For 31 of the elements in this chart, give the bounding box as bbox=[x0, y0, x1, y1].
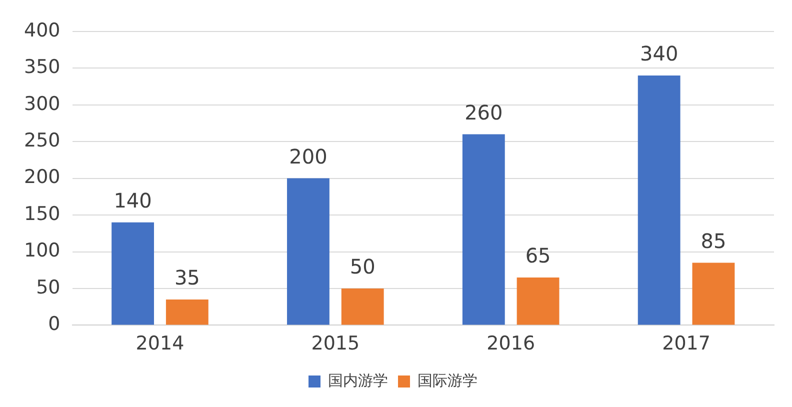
bar bbox=[462, 134, 505, 325]
y-tick-label: 100 bbox=[24, 240, 60, 262]
y-tick-label: 150 bbox=[24, 202, 60, 225]
data-label: 200 bbox=[289, 144, 328, 169]
y-tick-label: 200 bbox=[24, 166, 60, 188]
y-tick-label: 0 bbox=[48, 313, 60, 336]
data-label: 35 bbox=[174, 266, 200, 290]
bar bbox=[287, 178, 330, 325]
bar bbox=[638, 75, 680, 325]
x-tick-label: 2017 bbox=[662, 332, 710, 355]
y-tick-label: 50 bbox=[36, 276, 60, 298]
data-label: 85 bbox=[700, 228, 726, 253]
data-label: 260 bbox=[464, 100, 503, 124]
bar bbox=[166, 299, 208, 325]
x-tick-label: 2014 bbox=[136, 332, 184, 355]
y-tick-label: 350 bbox=[24, 56, 60, 78]
data-label: 140 bbox=[114, 188, 152, 213]
bar bbox=[516, 277, 560, 325]
data-label: 50 bbox=[350, 254, 376, 279]
bar bbox=[112, 222, 154, 325]
data-label: 65 bbox=[525, 244, 551, 268]
legend-label: 国际游学 bbox=[418, 371, 478, 390]
x-tick-label: 2015 bbox=[311, 332, 360, 355]
bar bbox=[692, 262, 735, 325]
y-tick-label: 400 bbox=[24, 19, 60, 42]
x-tick-label: 2016 bbox=[486, 332, 536, 355]
y-tick-label: 300 bbox=[24, 92, 60, 115]
y-tick-label: 250 bbox=[24, 130, 60, 152]
legend-label: 国内游学 bbox=[328, 371, 388, 390]
bar bbox=[341, 288, 384, 325]
data-label: 340 bbox=[640, 42, 678, 66]
